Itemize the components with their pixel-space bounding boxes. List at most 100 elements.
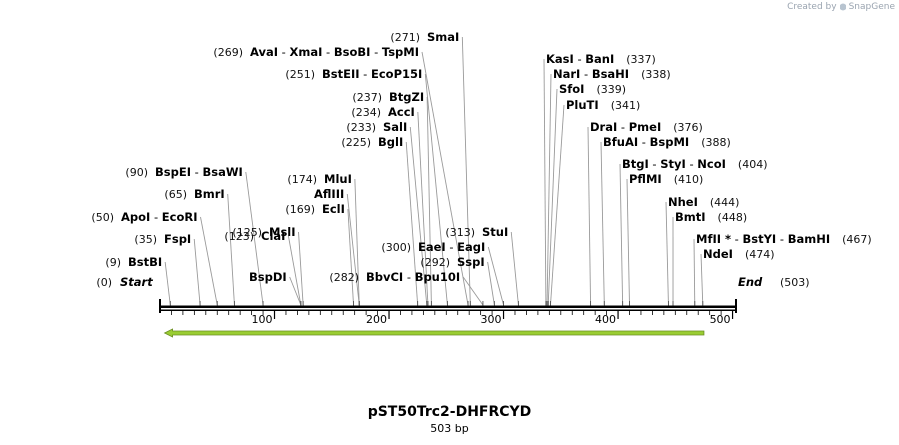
enzyme-name[interactable]: ClaI [261, 229, 285, 243]
site-label-clai[interactable]: ClaI (123) [224, 229, 285, 243]
enzyme-names[interactable]: StuI [482, 225, 508, 239]
enzyme-name[interactable]: PluTI [566, 98, 599, 112]
feature-arrow[interactable] [163, 328, 705, 338]
enzyme-name[interactable]: BmtI [675, 210, 706, 224]
site-label-avai[interactable]: AvaI - XmaI - BsoBI - TspMI (269) [213, 45, 419, 59]
enzyme-names[interactable]: BbvCI - Bpu10I [366, 270, 460, 284]
enzyme-names[interactable]: AflIII [314, 187, 344, 201]
site-label-nhei[interactable]: NheI (444) [668, 195, 739, 209]
site-label-bstbi[interactable]: BstBI (9) [105, 255, 162, 269]
enzyme-names[interactable]: NarI - BsaHI [553, 67, 629, 81]
enzyme-name[interactable]: MluI [324, 172, 352, 186]
enzyme-name[interactable]: NcoI [697, 157, 726, 171]
enzyme-name[interactable]: PflMI [629, 172, 662, 186]
enzyme-names[interactable]: SmaI [427, 30, 459, 44]
enzyme-names[interactable]: BspEI - BsaWI [155, 165, 243, 179]
site-label-mlui[interactable]: MluI (174) [287, 172, 351, 186]
enzyme-name[interactable]: BfuAI [603, 135, 638, 149]
enzyme-name[interactable]: XmaI [290, 45, 323, 59]
enzyme-names[interactable]: NdeI [703, 247, 733, 261]
enzyme-name[interactable]: Bpu10I [415, 270, 460, 284]
enzyme-names[interactable]: BtgZI [389, 90, 424, 104]
enzyme-names[interactable]: MluI [324, 172, 352, 186]
enzyme-names[interactable]: FspI [164, 232, 191, 246]
site-label-bbvci[interactable]: BbvCI - Bpu10I (282) [329, 270, 460, 284]
enzyme-name[interactable]: BsaWI [202, 165, 242, 179]
site-label-pflmi[interactable]: PflMI (410) [629, 172, 703, 186]
enzyme-name[interactable]: BsaHI [592, 67, 629, 81]
enzyme-name[interactable]: ApoI [121, 210, 150, 224]
enzyme-names[interactable]: EaeI - EagI [418, 240, 485, 254]
enzyme-name[interactable]: EcoP15I [371, 67, 422, 81]
site-label-mfii[interactable]: MfII * - BstYI - BamHI (467) [696, 232, 872, 246]
site-label-bmti[interactable]: BmtI (448) [675, 210, 747, 224]
enzyme-names[interactable]: BstBI [128, 255, 162, 269]
site-label-sspi[interactable]: SspI (292) [420, 255, 484, 269]
enzyme-names[interactable]: MfII * - BstYI - BamHI [696, 232, 830, 246]
enzyme-name[interactable]: EclI [322, 202, 345, 216]
site-label-acci[interactable]: AccI (234) [351, 105, 414, 119]
enzyme-name[interactable]: EcoRI [162, 210, 198, 224]
enzyme-name[interactable]: BglI [378, 135, 403, 149]
enzyme-name[interactable]: BspEI [155, 165, 191, 179]
enzyme-name[interactable]: MfII * [696, 232, 731, 246]
site-label-kasi[interactable]: KasI - BanI (337) [546, 52, 656, 66]
site-label-bsteii[interactable]: BstEII - EcoP15I (251) [285, 67, 422, 81]
enzyme-names[interactable]: KasI - BanI [546, 52, 614, 66]
enzyme-names[interactable]: NheI [668, 195, 698, 209]
enzyme-names[interactable]: BmrI [194, 187, 225, 201]
enzyme-names[interactable]: BfuAI - BspMI [603, 135, 689, 149]
site-label-drai[interactable]: DraI - PmeI (376) [590, 120, 703, 134]
enzyme-names[interactable]: SalI [383, 120, 407, 134]
site-label-bgli[interactable]: BglI (225) [341, 135, 403, 149]
site-label-ecli[interactable]: EclI (169) [285, 202, 345, 216]
enzyme-name[interactable]: BstEII [322, 67, 360, 81]
enzyme-name[interactable]: StyI [660, 157, 686, 171]
enzyme-name[interactable]: BtgZI [389, 90, 424, 104]
enzyme-name[interactable]: BtgI [622, 157, 649, 171]
enzyme-names[interactable]: EclI [322, 202, 345, 216]
enzyme-name[interactable]: SspI [457, 255, 485, 269]
enzyme-name[interactable]: SmaI [427, 30, 459, 44]
enzyme-name[interactable]: BbvCI [366, 270, 403, 284]
enzyme-names[interactable]: BglI [378, 135, 403, 149]
enzyme-name[interactable]: AvaI [250, 45, 278, 59]
site-label-ndei[interactable]: NdeI (474) [703, 247, 775, 261]
enzyme-name[interactable]: BmrI [194, 187, 225, 201]
enzyme-name[interactable]: AccI [388, 105, 415, 119]
enzyme-name[interactable]: BspDI [249, 270, 287, 284]
site-label-msli[interactable]: MslI (125) [232, 225, 295, 239]
site-label-smai[interactable]: SmaI (271) [390, 30, 459, 44]
site-label-btgi[interactable]: BtgI - StyI - NcoI (404) [622, 157, 768, 171]
enzyme-name[interactable]: DraI [590, 120, 617, 134]
site-label-eaei[interactable]: EaeI - EagI (300) [381, 240, 485, 254]
site-label-btgzi[interactable]: BtgZI (237) [352, 90, 424, 104]
enzyme-name[interactable]: BstBI [128, 255, 162, 269]
enzyme-name[interactable]: BstYI [743, 232, 777, 246]
enzyme-names[interactable]: AccI [388, 105, 415, 119]
enzyme-name[interactable]: BamHI [788, 232, 830, 246]
site-label-bspdi[interactable]: BspDI [249, 270, 287, 284]
enzyme-name[interactable]: AflIII [314, 187, 344, 201]
enzyme-name[interactable]: TspMI [382, 45, 419, 59]
site-label-bmri[interactable]: BmrI (65) [164, 187, 224, 201]
enzyme-names[interactable]: SspI [457, 255, 485, 269]
enzyme-name[interactable]: NdeI [703, 247, 733, 261]
enzyme-names[interactable]: PflMI [629, 172, 662, 186]
site-label-nari[interactable]: NarI - BsaHI (338) [553, 67, 671, 81]
enzyme-names[interactable]: BspDI [249, 270, 287, 284]
feature-arrow-shape[interactable] [163, 328, 705, 338]
enzyme-name[interactable]: SalI [383, 120, 407, 134]
enzyme-names[interactable]: BmtI [675, 210, 706, 224]
enzyme-name[interactable]: EaeI [418, 240, 446, 254]
site-label-stui[interactable]: StuI (313) [445, 225, 508, 239]
enzyme-name[interactable]: NheI [668, 195, 698, 209]
enzyme-name[interactable]: KasI [546, 52, 574, 66]
site-label-bfuai[interactable]: BfuAI - BspMI (388) [603, 135, 731, 149]
enzyme-names[interactable]: SfoI [559, 82, 584, 96]
site-label-bspei[interactable]: BspEI - BsaWI (90) [125, 165, 242, 179]
enzyme-name[interactable]: BanI [585, 52, 614, 66]
enzyme-names[interactable]: DraI - PmeI [590, 120, 661, 134]
site-label-afliii[interactable]: AflIII [314, 187, 344, 201]
enzyme-name[interactable]: MslI [269, 225, 296, 239]
